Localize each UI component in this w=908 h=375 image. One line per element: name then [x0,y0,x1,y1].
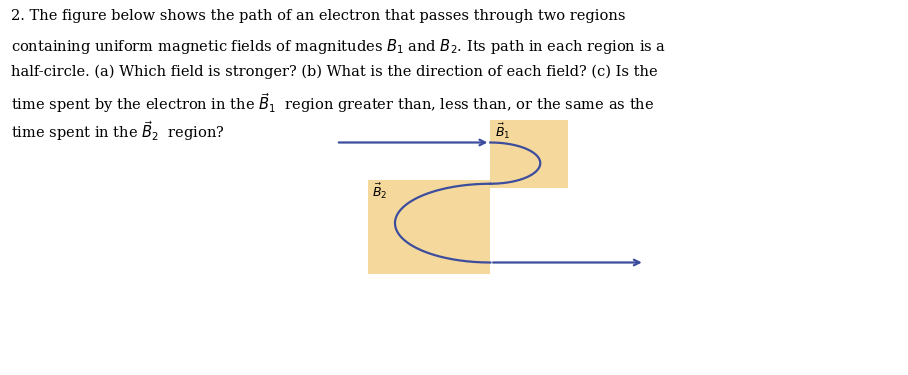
Bar [490,120,568,188]
Text: $\vec{B}_1$: $\vec{B}_1$ [495,122,510,141]
Text: time spent by the electron in the $\vec{B}_1$  region greater than, less than, o: time spent by the electron in the $\vec{… [11,92,654,116]
Bar [368,180,490,274]
Text: time spent in the $\vec{B}_2$  region?: time spent in the $\vec{B}_2$ region? [11,119,225,143]
Text: 2. The figure below shows the path of an electron that passes through two region: 2. The figure below shows the path of an… [11,9,626,23]
Text: $\vec{B}_2$: $\vec{B}_2$ [372,182,388,201]
Text: containing uniform magnetic fields of magnitudes $B_1$ and $B_2$. Its path in ea: containing uniform magnetic fields of ma… [11,37,666,56]
Text: half-circle. (a) Which field is stronger? (b) What is the direction of each fiel: half-circle. (a) Which field is stronger… [11,64,657,78]
